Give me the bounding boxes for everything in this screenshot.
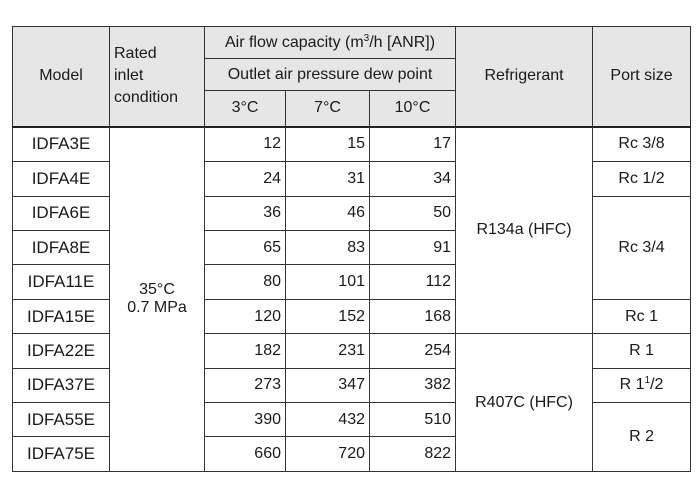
header-model: Model <box>12 26 110 128</box>
header-port-size: Port size <box>592 26 692 128</box>
table-row: IDFA11E 80 101 112 <box>12 264 691 300</box>
flow-7c: 15 <box>285 125 370 163</box>
flow-10c: 112 <box>368 264 457 300</box>
flow-7c: 31 <box>285 161 370 197</box>
flow-7c: 83 <box>285 230 370 266</box>
flow-10c: 382 <box>368 367 457 404</box>
table-row: IDFA3E 35°C 0.7 MPa 12 15 17 R134a (HFC) … <box>12 125 692 472</box>
table-row: IDFA37E 273 347 382 R 11/2 <box>12 367 692 404</box>
model-cell: IDFA11E <box>12 264 110 300</box>
flow-10c: 822 <box>368 436 457 472</box>
port-size: Rc 3/4 <box>592 195 692 300</box>
table-row: IDFA6E 36 46 50 Rc 3/4 <box>12 195 692 300</box>
table-row: IDFA8E 65 83 91 <box>12 230 691 266</box>
refrigerant-r407c: R407C (HFC) <box>455 333 594 472</box>
flow-10c: 91 <box>368 230 457 266</box>
header-dew-7: 7°C <box>285 90 370 128</box>
model-cell: IDFA75E <box>12 436 110 472</box>
flow-3c: 273 <box>204 367 286 404</box>
flow-7c: 101 <box>285 264 370 300</box>
flow-3c: 660 <box>204 436 286 472</box>
header-dew-point: Outlet air pressure dew point <box>203 58 457 91</box>
port-size: Rc 1 <box>592 298 692 335</box>
header-rated-inlet: Rated inlet condition <box>109 26 205 128</box>
model-cell: IDFA37E <box>12 367 110 404</box>
port-size: R 2 <box>592 402 692 472</box>
flow-10c: 168 <box>368 298 457 335</box>
table-row: IDFA55E 390 432 510 R 2 <box>12 402 692 472</box>
port-size: Rc 1/2 <box>592 161 692 197</box>
model-cell: IDFA15E <box>12 298 110 335</box>
model-cell: IDFA3E <box>12 125 110 163</box>
port-size: Rc 3/8 <box>592 125 692 163</box>
header-air-flow: Air flow capacity (m3/h [ANR]) <box>203 26 457 59</box>
table-row: IDFA75E 660 720 822 <box>12 436 691 472</box>
flow-7c: 347 <box>285 367 370 404</box>
flow-7c: 432 <box>285 402 370 438</box>
flow-10c: 17 <box>368 125 457 163</box>
flow-10c: 510 <box>368 402 457 438</box>
model-cell: IDFA8E <box>12 230 110 266</box>
flow-3c: 390 <box>204 402 286 438</box>
model-cell: IDFA6E <box>12 195 110 232</box>
flow-10c: 50 <box>368 195 457 232</box>
flow-7c: 152 <box>285 298 370 335</box>
model-cell: IDFA22E <box>12 333 110 369</box>
table-row: IDFA22E 182 231 254 R407C (HFC) R 1 <box>12 333 692 472</box>
header-dew-3: 3°C <box>204 90 286 128</box>
model-cell: IDFA4E <box>12 161 110 197</box>
flow-3c: 65 <box>204 230 286 266</box>
flow-3c: 80 <box>204 264 286 300</box>
flow-7c: 46 <box>285 195 370 232</box>
table-row: IDFA15E 120 152 168 Rc 1 <box>12 298 692 335</box>
flow-3c: 12 <box>204 125 286 163</box>
port-size: R 1 <box>592 333 692 369</box>
port-size: R 11/2 <box>592 367 692 404</box>
header-dew-10: 10°C <box>368 90 457 128</box>
spec-table: Model Rated inlet condition Air flow cap… <box>12 26 692 472</box>
table-row: IDFA4E 24 31 34 Rc 1/2 <box>12 161 692 197</box>
flow-7c: 231 <box>285 333 370 369</box>
flow-3c: 120 <box>204 298 286 335</box>
refrigerant-r134a: R134a (HFC) <box>455 125 594 335</box>
header-refrigerant: Refrigerant <box>455 26 594 128</box>
rated-inlet-value: 35°C 0.7 MPa <box>109 126 205 472</box>
flow-3c: 36 <box>204 195 286 232</box>
model-cell: IDFA55E <box>12 402 110 438</box>
flow-3c: 182 <box>204 333 286 369</box>
flow-7c: 720 <box>285 436 370 472</box>
flow-10c: 254 <box>368 333 457 369</box>
flow-10c: 34 <box>368 161 457 197</box>
flow-3c: 24 <box>204 161 286 197</box>
